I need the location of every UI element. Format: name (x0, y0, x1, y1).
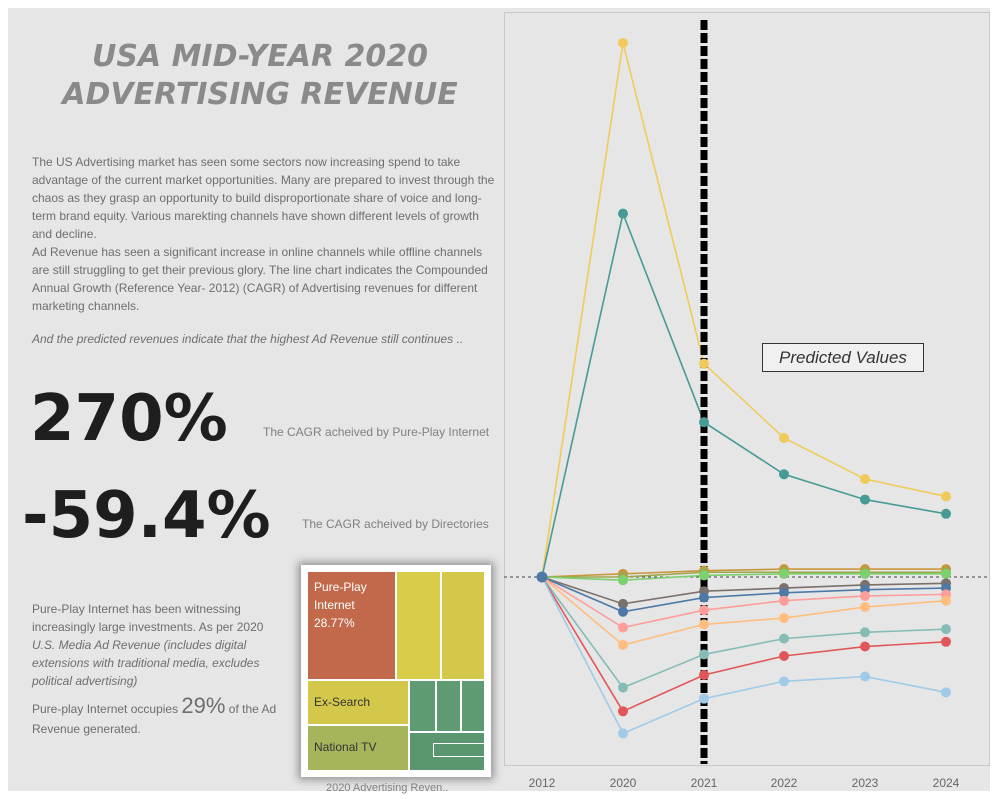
data-point-9-5 (941, 624, 951, 635)
series-line-5 (541, 576, 947, 605)
data-point-7-2 (699, 605, 709, 616)
share-statement: Pure-play Internet occupies 29% of the A… (32, 693, 312, 739)
description: The US Advertising market has seen some … (32, 153, 502, 315)
data-point-4-5 (941, 568, 951, 579)
x-tick-label: 2020 (610, 776, 637, 790)
data-point-8-2 (699, 619, 709, 630)
x-tick-label: 2023 (852, 776, 879, 790)
data-point-10-4 (860, 641, 870, 652)
data-point-0-1 (618, 37, 628, 48)
data-point-9-2 (699, 649, 709, 660)
treemap-caption: 2020 Advertising Reven.. (326, 782, 449, 794)
x-tick-label: 2022 (771, 776, 798, 790)
treemap[interactable]: Pure-Play Internet 28.77% Ex-Search Nati… (301, 565, 491, 777)
description-paragraph-2: Ad Revenue has seen a significant increa… (32, 245, 488, 313)
share-value: 29% (181, 693, 226, 718)
series-line-8 (541, 576, 947, 646)
predicted-values-annotation: Predicted Values (762, 343, 924, 372)
treemap-block-online-a[interactable] (396, 571, 441, 680)
data-point-1-4 (860, 494, 870, 505)
teaser-text: And the predicted revenues indicate that… (32, 332, 464, 346)
treemap-block-b[interactable] (436, 680, 461, 732)
data-point-4-1 (618, 575, 628, 586)
data-point-origin (536, 571, 548, 583)
data-point-10-3 (779, 651, 789, 661)
x-tick-label: 2024 (933, 776, 960, 790)
data-point-1-2 (699, 417, 709, 428)
data-point-7-1 (618, 622, 628, 633)
treemap-label-national-tv: National TV (314, 740, 377, 754)
data-point-4-4 (860, 568, 870, 579)
data-point-6-1 (618, 606, 628, 617)
data-point-8-3 (779, 613, 789, 624)
treemap-block-national-tv[interactable]: National TV (307, 725, 409, 771)
treemap-label-pure-play: Pure-Play Internet 28.77% (314, 580, 367, 630)
treemap-block-pure-play[interactable]: Pure-Play Internet 28.77% (307, 571, 396, 680)
data-point-10-5 (941, 636, 951, 647)
data-point-7-3 (779, 595, 789, 606)
treemap-label-ex-search: Ex-Search (314, 695, 371, 709)
series-line-2 (541, 568, 946, 578)
title-line-2: ADVERTISING REVENUE (62, 77, 458, 112)
insight-note: Pure-Play Internet has been witnessing i… (32, 600, 302, 690)
data-point-9-4 (860, 627, 870, 638)
kpi-caption-directories: The CAGR acheived by Directories (302, 517, 489, 531)
dashboard: USA MID-YEAR 2020 ADVERTISING REVENUE Th… (8, 8, 990, 794)
note-source: U.S. Media Ad Revenue (includes digital … (32, 638, 260, 688)
data-point-0-2 (699, 358, 709, 369)
series-line-10 (541, 576, 947, 713)
data-point-5-1 (618, 598, 628, 609)
treemap-block-ex-search[interactable]: Ex-Search (307, 680, 409, 725)
data-point-8-4 (860, 602, 870, 613)
data-point-0-4 (860, 474, 870, 485)
page-title: USA MID-YEAR 2020 ADVERTISING REVENUE (30, 38, 490, 114)
data-point-11-2 (699, 693, 709, 704)
data-point-6-3 (779, 587, 789, 598)
note-text: Pure-Play Internet has been witnessing i… (32, 602, 264, 634)
data-point-10-1 (618, 706, 628, 717)
x-tick-label: 2012 (529, 776, 556, 790)
series-line-9 (541, 576, 947, 689)
data-point-1-5 (941, 508, 951, 519)
data-point-8-5 (941, 595, 951, 606)
chart-frame (504, 12, 990, 766)
kpi-value-directories: -59.4% (22, 479, 271, 553)
cagr-line-chart[interactable]: 2012 2020 2021 2022 2023 2024 Predicted Value… (504, 12, 990, 791)
treemap-block-online-b[interactable] (441, 571, 485, 680)
data-point-9-1 (618, 682, 628, 693)
treemap-block-e[interactable] (433, 743, 485, 757)
chart-canvas: 2012 2020 2021 2022 2023 2024 (504, 20, 990, 790)
kpi-value-pure-play: 270% (30, 382, 228, 456)
series-line-1 (541, 210, 947, 578)
x-tick-label: 2021 (691, 776, 718, 790)
data-point-4-2 (699, 570, 709, 581)
data-point-10-2 (699, 669, 709, 680)
series-line-3 (542, 571, 946, 578)
data-point-11-4 (860, 671, 870, 682)
data-point-6-2 (699, 592, 709, 603)
kpi-caption-pure-play: The CAGR acheived by Pure-Play Internet (263, 425, 490, 439)
series-line-4 (541, 573, 946, 581)
treemap-block-c[interactable] (461, 680, 485, 732)
data-point-1-3 (779, 469, 789, 480)
data-point-11-1 (618, 728, 628, 739)
data-point-4-3 (779, 568, 789, 579)
treemap-block-a[interactable] (409, 680, 436, 732)
series-line-7 (541, 576, 947, 629)
title-line-1: USA MID-YEAR 2020 (91, 39, 429, 74)
data-point-11-3 (779, 676, 789, 687)
data-point-1-1 (618, 208, 628, 219)
share-suffix: of the Ad Revenue generated. (32, 702, 277, 736)
data-point-11-5 (941, 687, 951, 698)
series-line-11 (541, 576, 947, 735)
series-line-6 (541, 576, 947, 613)
data-point-8-1 (618, 639, 628, 650)
data-point-9-3 (779, 633, 789, 644)
description-paragraph-1: The US Advertising market has seen some … (32, 155, 495, 241)
series-line-0 (541, 42, 947, 578)
data-point-0-3 (779, 432, 789, 443)
data-point-0-5 (941, 491, 951, 502)
data-point-7-4 (860, 590, 870, 601)
share-prefix: Pure-play Internet occupies (32, 702, 182, 716)
